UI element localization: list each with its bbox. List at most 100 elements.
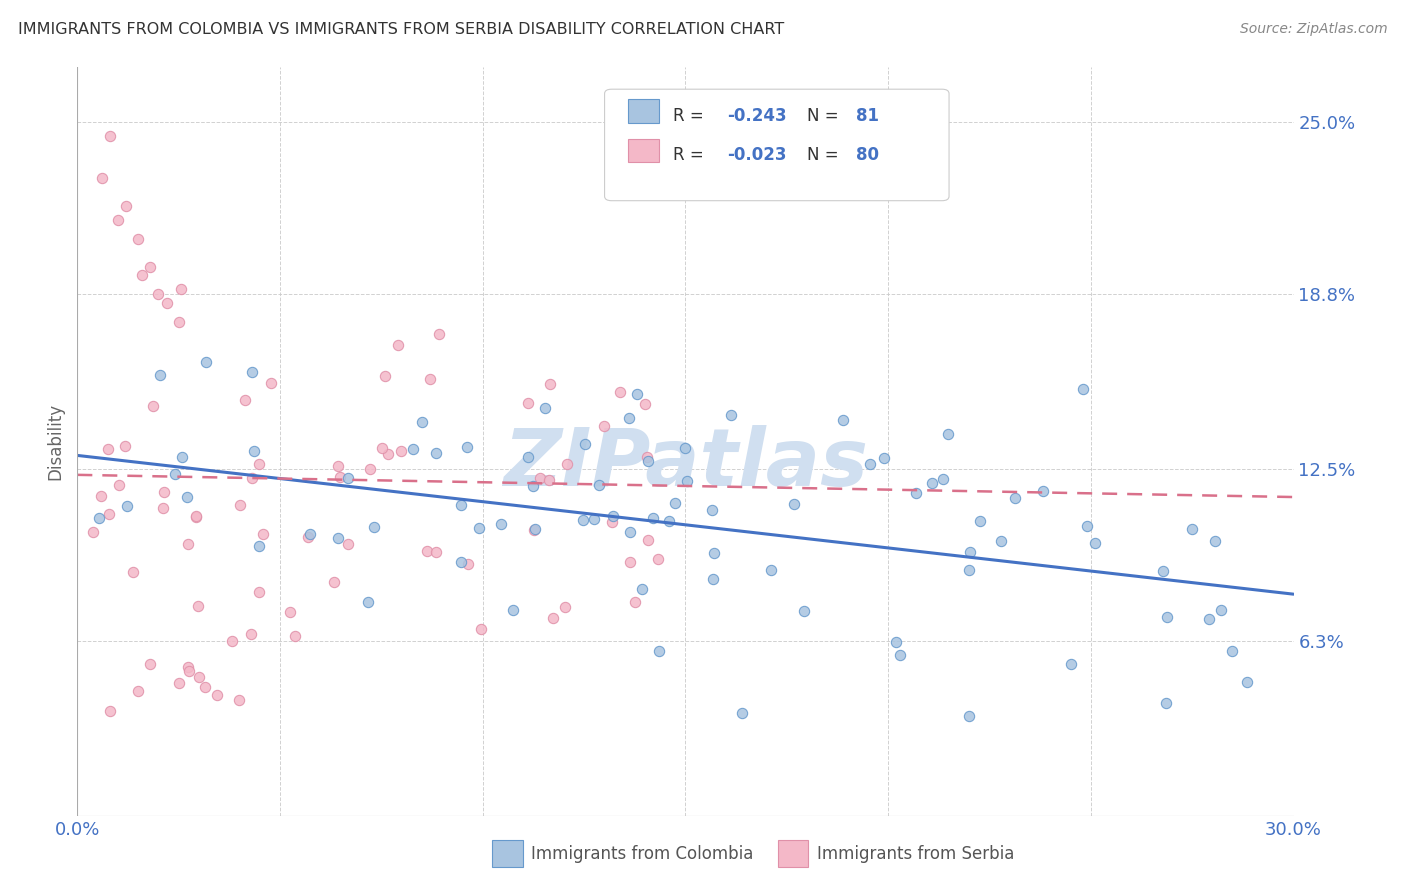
Point: [703, 545, 725, 559]
Point: [411, 416, 433, 430]
Point: [194, 680, 217, 694]
Point: [648, 643, 671, 657]
Point: [702, 572, 724, 586]
Point: [457, 558, 479, 572]
Point: [619, 555, 641, 569]
Point: [673, 441, 696, 455]
Point: [425, 544, 447, 558]
Point: [260, 376, 283, 390]
Point: [188, 670, 211, 684]
Point: [588, 477, 610, 491]
Point: [114, 439, 136, 453]
Point: [516, 450, 538, 464]
Point: [148, 287, 170, 301]
Point: [229, 498, 252, 512]
Point: [152, 485, 174, 500]
Text: Immigrants from Serbia: Immigrants from Serbia: [817, 845, 1014, 863]
Point: [529, 471, 551, 485]
Point: [425, 445, 447, 459]
Point: [921, 476, 943, 491]
Text: 81: 81: [856, 107, 879, 125]
Point: [195, 355, 218, 369]
Point: [637, 533, 659, 547]
Point: [278, 605, 301, 619]
Point: [149, 368, 172, 382]
Point: [1156, 609, 1178, 624]
Point: [416, 544, 439, 558]
Point: [957, 709, 980, 723]
Point: [783, 497, 806, 511]
Point: [557, 458, 579, 472]
Point: [1204, 533, 1226, 548]
Point: [252, 527, 274, 541]
Point: [592, 418, 614, 433]
Point: [389, 444, 412, 458]
Point: [1209, 603, 1232, 617]
Point: [720, 408, 742, 422]
Text: -0.023: -0.023: [727, 146, 786, 164]
Point: [328, 458, 350, 473]
Point: [702, 503, 724, 517]
Point: [832, 413, 855, 427]
Point: [932, 472, 955, 486]
Point: [793, 604, 815, 618]
Point: [641, 510, 664, 524]
Point: [1236, 674, 1258, 689]
Point: [583, 512, 606, 526]
Point: [859, 457, 882, 471]
Point: [602, 508, 624, 523]
Point: [240, 627, 263, 641]
Point: [468, 521, 491, 535]
Point: [905, 486, 928, 500]
Point: [636, 450, 658, 464]
Point: [89, 510, 111, 524]
Text: N =: N =: [807, 107, 844, 125]
Point: [936, 426, 959, 441]
Point: [624, 595, 647, 609]
Point: [228, 692, 250, 706]
Point: [337, 471, 360, 485]
Point: [647, 552, 669, 566]
Point: [142, 400, 165, 414]
Point: [1031, 483, 1053, 498]
Point: [1220, 643, 1243, 657]
Point: [322, 575, 344, 590]
Text: R =: R =: [673, 146, 710, 164]
Point: [177, 537, 200, 551]
Y-axis label: Disability: Disability: [46, 403, 65, 480]
Point: [664, 496, 686, 510]
Point: [523, 523, 546, 537]
Point: [658, 514, 681, 528]
Point: [359, 462, 381, 476]
Point: [235, 392, 257, 407]
Point: [1071, 382, 1094, 396]
Point: [959, 545, 981, 559]
Point: [884, 634, 907, 648]
Text: R =: R =: [673, 107, 710, 125]
Point: [155, 295, 177, 310]
Point: [240, 471, 263, 485]
Point: [731, 706, 754, 720]
Point: [108, 478, 131, 492]
Point: [90, 489, 112, 503]
Text: Source: ZipAtlas.com: Source: ZipAtlas.com: [1240, 22, 1388, 37]
Point: [572, 513, 595, 527]
Point: [402, 442, 425, 456]
Point: [619, 525, 641, 540]
Point: [1059, 657, 1081, 671]
Point: [247, 539, 270, 553]
Point: [328, 531, 350, 545]
Point: [165, 467, 187, 481]
Point: [516, 395, 538, 409]
Point: [534, 401, 557, 416]
Point: [538, 376, 561, 391]
Point: [115, 199, 138, 213]
Point: [82, 525, 104, 540]
Point: [221, 634, 243, 648]
Point: [167, 676, 190, 690]
Point: [97, 442, 120, 456]
Point: [97, 508, 120, 522]
Text: 80: 80: [856, 146, 879, 164]
Point: [522, 479, 544, 493]
Point: [131, 268, 153, 282]
